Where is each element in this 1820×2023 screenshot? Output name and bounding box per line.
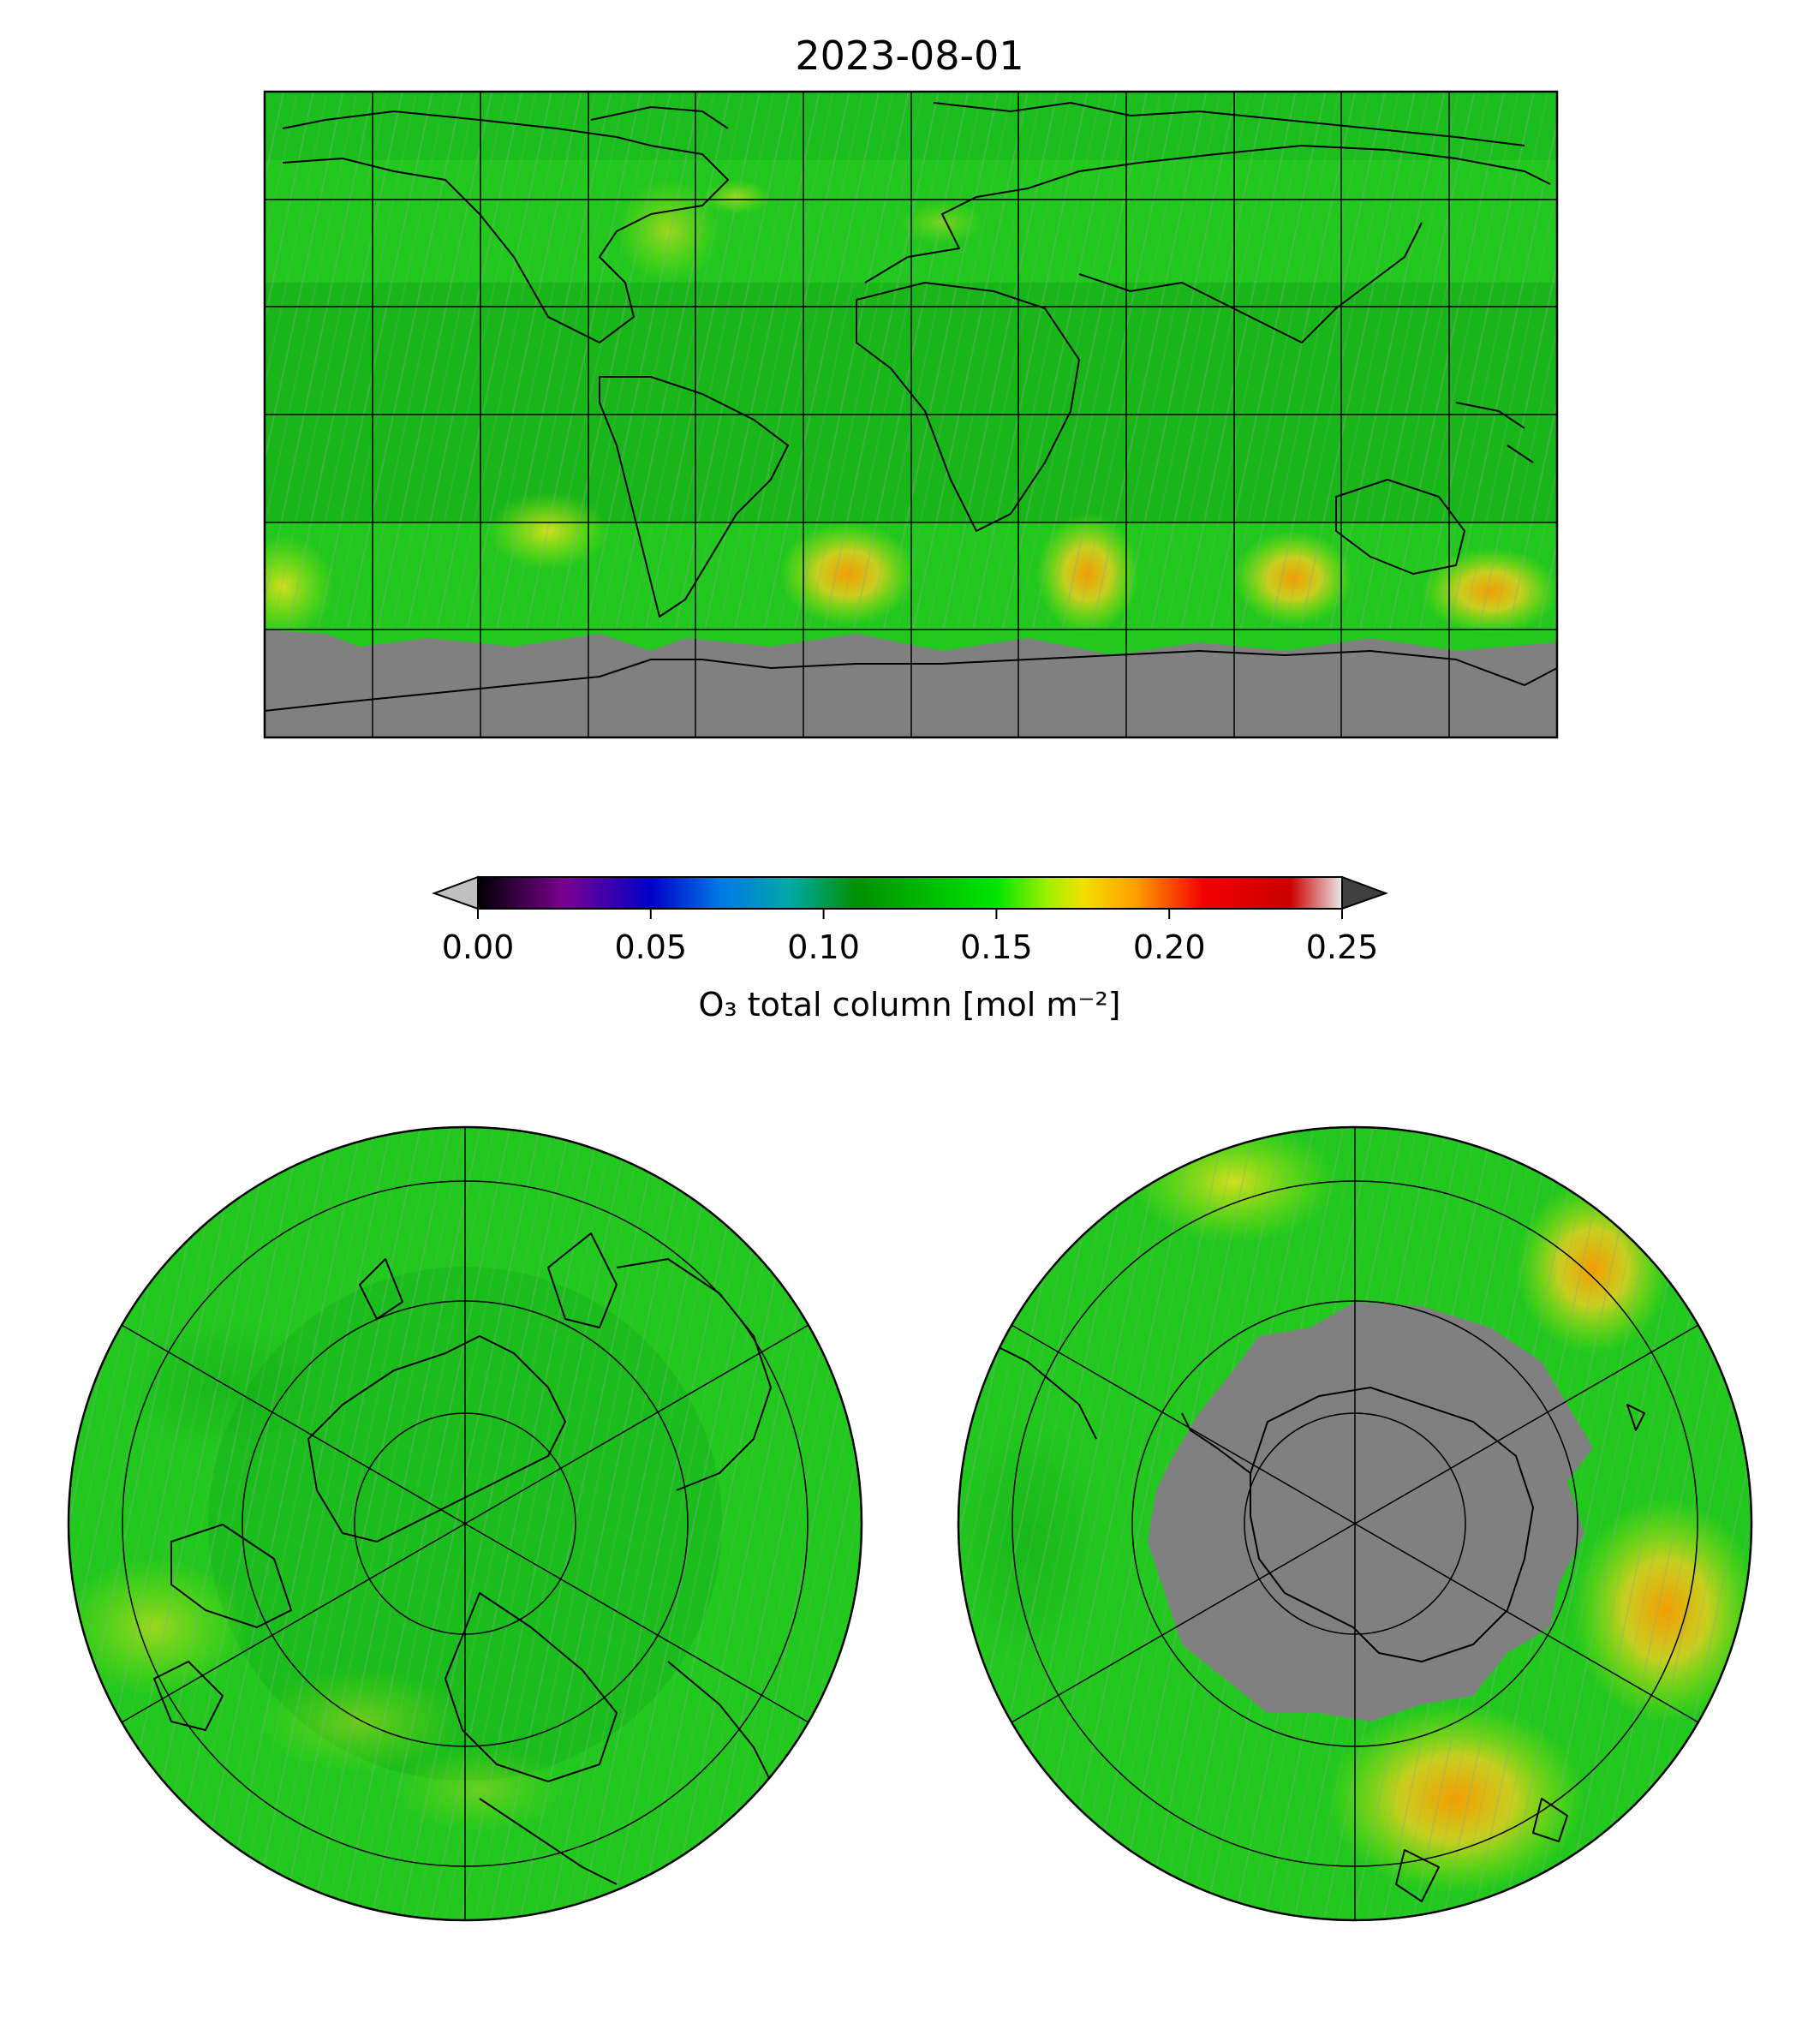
colorbar-tick-label: 0.15: [960, 928, 1033, 966]
figure-title: 2023-08-01: [795, 33, 1023, 79]
missing-data-region: [1148, 1302, 1593, 1722]
colorbar-ticks: 0.00 0.05 0.10 0.15 0.20 0.25: [442, 909, 1379, 966]
north-polar-coastlines: [153, 1232, 772, 1885]
global-graticule: [265, 92, 1557, 737]
south-polar-map: [957, 1125, 1753, 1922]
north-polar-map: [67, 1125, 863, 1922]
global-map-frame: [263, 90, 1559, 739]
colorbar: 0.00 0.05 0.10 0.15 0.20 0.25 O₃ total column…: [432, 875, 1388, 1023]
colorbar-body: [477, 876, 1343, 910]
south-polar-frame: [957, 1125, 1753, 1922]
colorbar-tick-label: 0.05: [614, 928, 687, 966]
colorbar-label: O₃ total column [mol m⁻²]: [698, 986, 1120, 1023]
north-polar-graticule: [121, 1127, 809, 1920]
colorbar-under-extension: [432, 875, 479, 910]
global-map: [263, 90, 1559, 739]
north-polar-frame: [67, 1125, 863, 1922]
south-polar-coastlines: [976, 1335, 1645, 1902]
global-coastlines: [265, 102, 1557, 712]
colorbar-tick-label: 0.25: [1306, 928, 1379, 966]
south-polar-graticule: [1011, 1127, 1699, 1920]
colorbar-over-extension: [1341, 875, 1388, 910]
colorbar-tick-label: 0.00: [442, 928, 515, 966]
colorbar-tick-label: 0.10: [787, 928, 860, 966]
colorbar-tick-label: 0.20: [1133, 928, 1206, 966]
